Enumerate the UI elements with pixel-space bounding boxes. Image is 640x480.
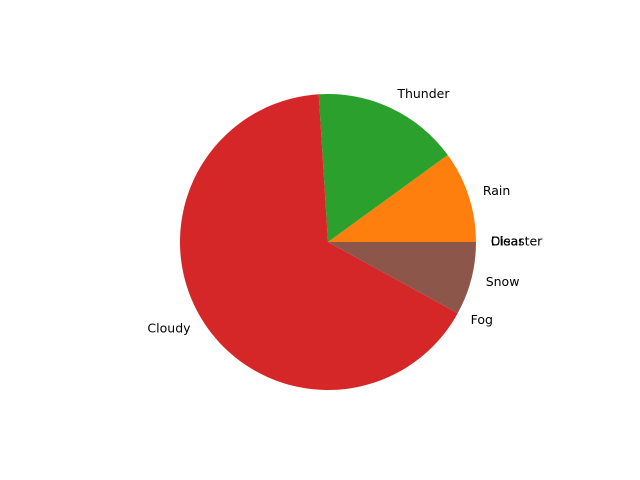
pie-label-disaster: Disaster: [491, 234, 543, 249]
pie-label-snow: Snow: [486, 274, 520, 289]
pie-slice-snow: [328, 242, 476, 314]
pie-label-thunder: Thunder: [396, 86, 450, 101]
pie-slices: [179, 93, 476, 390]
pie-label-rain: Rain: [483, 183, 510, 198]
pie-slice-thunder: [318, 93, 448, 242]
pie-slice-rain: [328, 155, 476, 242]
pie-labels: Clear Rain Thunder Cloudy Fog Snow Disaster: [147, 86, 543, 336]
pie-label-fog: Fog: [471, 312, 493, 327]
pie-slice-cloudy: [179, 94, 458, 390]
pie-label-clear: Clear: [491, 234, 525, 249]
pie-label-cloudy: Cloudy: [147, 321, 191, 336]
